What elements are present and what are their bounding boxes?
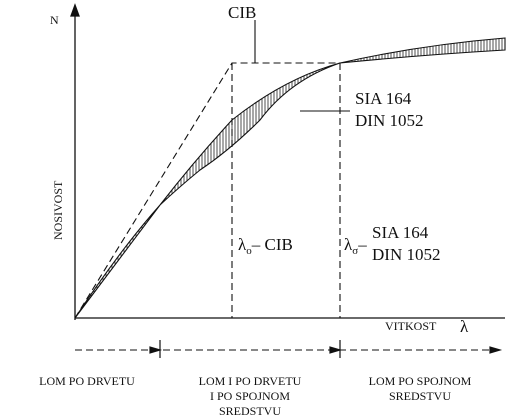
- zone-label: LOM PO SPOJNOM: [369, 374, 472, 388]
- din-label: DIN 1052: [355, 111, 423, 130]
- cib-line: [74, 20, 495, 351]
- y-label: N: [50, 13, 59, 27]
- sia-limit: λσ–: [344, 235, 367, 257]
- zone-label: SREDSTVU: [389, 389, 451, 403]
- zone-label: LOM I PO DRVETU: [199, 374, 302, 388]
- cib-label: CIB: [228, 3, 256, 22]
- zone-label: I PO SPOJNOM: [210, 389, 290, 403]
- sia-label: SIA 164: [355, 89, 412, 108]
- sia-limit-1: SIA 164: [372, 223, 429, 242]
- hatched-band: [74, 37, 506, 319]
- x-label: λ: [460, 317, 469, 336]
- x-title: VITKOST: [385, 319, 437, 333]
- zone-ticks: [149, 340, 503, 358]
- sia-limit-2: DIN 1052: [372, 245, 440, 264]
- zone-label: LOM PO DRVETU: [39, 374, 135, 388]
- axes: [70, 3, 505, 320]
- cib-limit: λo– CIB: [238, 235, 293, 257]
- y-title: NOSIVOST: [51, 180, 65, 240]
- zone-label: SREDSTVU: [219, 404, 281, 418]
